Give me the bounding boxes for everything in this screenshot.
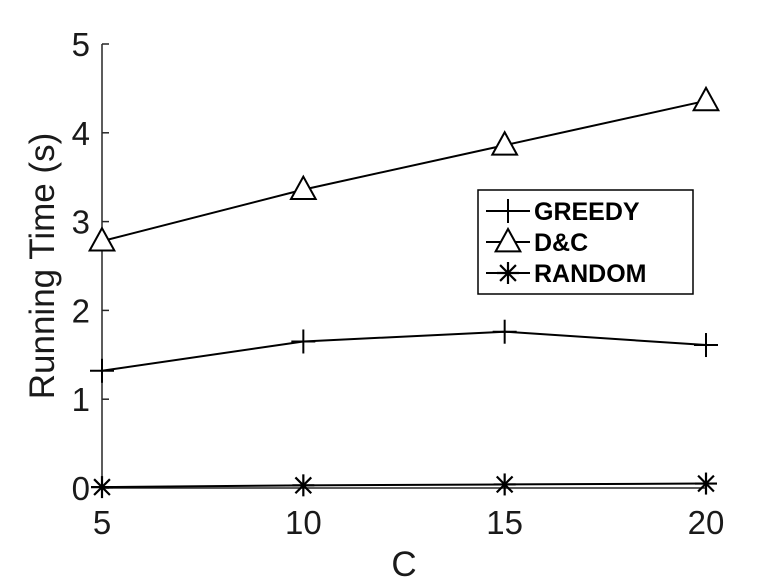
legend-label-d-c: D&C	[534, 229, 588, 257]
data-point-d-c	[490, 130, 519, 156]
series-layer	[87, 85, 721, 499]
legend-marker-greedy	[496, 199, 520, 223]
x-axis-label: C	[391, 545, 416, 584]
x-tick-label: 10	[285, 504, 322, 541]
y-tick-label: 5	[72, 26, 90, 63]
data-point-random	[695, 472, 717, 495]
series-d-c	[87, 85, 721, 252]
data-point-d-c	[87, 226, 117, 252]
series-random	[91, 472, 717, 499]
x-tick-label: 5	[93, 504, 111, 541]
legend-label-greedy: GREEDY	[534, 198, 640, 226]
legend-item-random: RANDOM	[486, 260, 647, 288]
series-line-greedy	[101, 330, 707, 372]
data-point-random	[493, 473, 516, 496]
data-point-random	[91, 476, 113, 499]
legend-marker-d-c	[493, 226, 523, 253]
data-point-greedy	[90, 358, 114, 383]
x-tick-label: 15	[486, 504, 523, 541]
data-point-random	[292, 474, 315, 497]
axes	[101, 44, 706, 489]
data-point-d-c	[691, 85, 721, 112]
y-tick-label: 4	[72, 115, 90, 152]
legend-marker-random	[497, 262, 519, 284]
x-axis-ticks: 5 10 15 20	[93, 481, 725, 541]
legend-item-greedy: GREEDY	[486, 198, 640, 226]
series-greedy	[90, 319, 718, 383]
data-point-greedy	[492, 319, 517, 344]
y-tick-label: 2	[72, 292, 90, 329]
series-line-random	[101, 482, 707, 489]
y-tick-label: 3	[72, 204, 90, 241]
y-axis-ticks: 0 1 2 3 4 5	[72, 26, 109, 507]
data-point-d-c	[289, 174, 318, 200]
legend-label-random: RANDOM	[534, 260, 647, 288]
legend: GREEDY D&C RANDOM	[477, 189, 694, 295]
legend-item-d-c: D&C	[486, 226, 588, 257]
y-tick-label: 0	[72, 470, 90, 507]
data-point-greedy	[291, 329, 316, 354]
data-point-greedy	[694, 333, 718, 358]
y-axis-label: Running Time (s)	[23, 133, 62, 399]
y-tick-label: 1	[72, 381, 90, 418]
x-tick-label: 20	[688, 504, 725, 541]
series-line-d-c	[101, 99, 707, 243]
